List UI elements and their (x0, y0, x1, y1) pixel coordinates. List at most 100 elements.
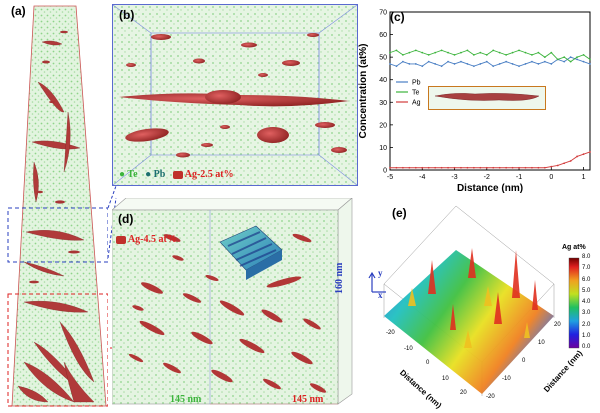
data-point-te (414, 49, 417, 52)
data-point-te (447, 51, 449, 54)
data-point-te (582, 53, 585, 56)
dimension-height-label: 160 nm (334, 262, 345, 294)
data-point-te (589, 58, 591, 61)
data-point-pb (402, 60, 404, 63)
colorbar-tick: 7.0 (582, 265, 591, 272)
data-point-te (531, 53, 533, 56)
panel-b-atom-map (112, 4, 358, 186)
axis-tick: 0 (522, 358, 526, 364)
data-point-pb (466, 63, 469, 65)
panel-e-surface-plot (368, 205, 580, 396)
panel-a-atom-map (7, 5, 109, 407)
data-point-ag (421, 166, 424, 169)
data-point-ag (569, 160, 572, 162)
axis-tick: 0 (426, 360, 430, 366)
axis-tick: 20 (554, 322, 561, 328)
panel-d: (d) Ag-4.5 at% 160 nm 145 nm 145 nm (111, 197, 362, 408)
ag-legend-label: Ag-4.5 at% (127, 234, 177, 245)
data-point-te (550, 51, 553, 54)
panel-b-legend: ● Te ● Pb Ag-2.5 at% (119, 169, 234, 180)
y-tick-label: 50 (379, 55, 387, 62)
highlight-cube (219, 225, 283, 280)
data-point-ag (460, 166, 462, 169)
data-point-pb (389, 63, 391, 65)
panel-a: (a) (4, 2, 109, 408)
data-point-ag (498, 166, 501, 169)
data-point-ag (453, 166, 456, 169)
series-line-ag (390, 151, 591, 169)
data-point-ag (472, 166, 475, 169)
data-point-ag (440, 166, 443, 169)
data-point-ag (556, 164, 559, 167)
colorbar-title: Ag at% (562, 244, 586, 251)
ag-legend-label: Ag-2.5 at% (184, 169, 234, 180)
data-point-pb (421, 65, 424, 68)
data-point-te (518, 49, 520, 52)
panel-b-label: (b) (119, 8, 135, 22)
data-point-pb (492, 65, 495, 68)
data-point-ag (447, 166, 449, 169)
x-axis-label: Distance (nm) (457, 183, 523, 194)
data-point-te (505, 53, 508, 56)
data-point-pb (427, 60, 430, 63)
x-tick-label: -3 (451, 174, 457, 181)
panel-d-label: (d) (118, 212, 134, 226)
axis-tick: -20 (486, 394, 495, 400)
te-legend-marker: ● (119, 169, 126, 180)
axis-tick: 10 (538, 340, 545, 346)
colorbar (568, 257, 580, 349)
data-point-ag (402, 166, 404, 169)
data-point-te (440, 49, 443, 52)
colorbar-tick: 0.0 (582, 344, 591, 350)
data-point-te (389, 51, 391, 54)
panel-b: (b) ● Te ● Pb Ag-2.5 at% (112, 4, 358, 186)
data-point-te (524, 51, 527, 54)
data-point-ag (563, 162, 566, 165)
data-point-te (395, 49, 398, 52)
inset-precipitate-shape (434, 93, 540, 101)
data-point-te (434, 51, 437, 54)
data-point-pb (531, 60, 533, 63)
data-point-ag (524, 166, 527, 169)
data-point-te (498, 51, 501, 54)
data-point-te (472, 53, 475, 56)
data-point-te (453, 53, 456, 56)
x-tick-label: -2 (484, 174, 490, 181)
data-point-ag (479, 166, 482, 169)
data-point-ag (576, 155, 578, 158)
panel-a-label: (a) (11, 4, 26, 18)
data-point-pb (576, 58, 578, 61)
data-point-pb (498, 63, 501, 65)
colorbar-tick-labels: 8.0 7.0 6.0 5.0 4.0 3.0 2.0 1.0 0.0 (582, 254, 600, 350)
y-tick-label: 0 (383, 168, 387, 175)
x-tick-label: -4 (419, 174, 425, 181)
pb-legend-marker: ● (145, 169, 152, 180)
data-point-te (563, 56, 566, 59)
data-point-te (421, 51, 424, 54)
data-point-ag (485, 166, 488, 169)
data-point-te (460, 51, 462, 54)
data-point-pb (434, 63, 437, 65)
ag-legend-marker (172, 170, 183, 179)
axis-tick: 20 (460, 390, 467, 396)
data-point-ag (414, 166, 417, 169)
data-point-ag (389, 166, 391, 169)
panel-e-label: (e) (392, 206, 407, 220)
y-tick-label: 40 (379, 77, 387, 84)
data-point-pb (440, 65, 443, 68)
data-point-ag (511, 166, 514, 169)
mini-axis-y-label: y (378, 268, 383, 278)
data-point-pb (569, 56, 572, 59)
y-tick-label: 10 (379, 145, 387, 152)
legend-label-te: Te (412, 90, 420, 97)
data-point-ag (537, 166, 540, 169)
pb-legend-label: Pb (153, 169, 166, 180)
data-point-te (556, 58, 559, 61)
y-tick-label: 60 (379, 32, 387, 39)
data-point-te (479, 51, 482, 54)
y-tick-label: 20 (379, 122, 387, 129)
data-point-te (466, 49, 469, 52)
axis-tick: -10 (502, 376, 511, 382)
axis-tick: 10 (442, 376, 449, 382)
y-tick-label: 70 (379, 10, 387, 17)
